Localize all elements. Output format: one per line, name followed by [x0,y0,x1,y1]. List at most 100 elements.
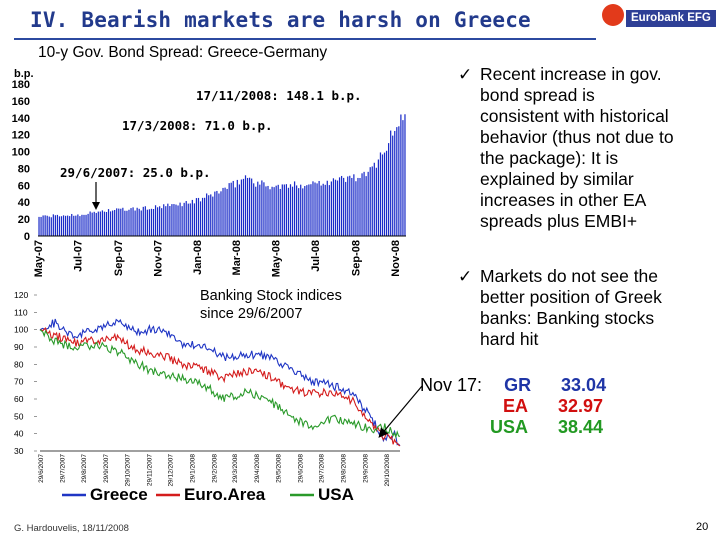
logo-mark-icon [602,4,624,26]
banking-xtick-label: 29/1/2008 [190,454,197,483]
spread-bar [71,213,73,236]
spread-bar [347,176,349,236]
spread-bar [46,215,48,236]
banking-series-line [39,318,401,447]
spread-bar [277,184,279,236]
spread-bar [58,216,61,236]
spread-bar [40,216,42,236]
spread-bar [220,191,222,236]
spread-annotation: 29/6/2007: 25.0 b.p. [60,165,211,180]
spread-bar [191,199,193,236]
spread-bar [103,211,106,236]
spread-bar [179,202,181,236]
banking-ytick-label: 50 [14,411,24,421]
spread-xtick-label: Nov-08 [390,240,402,277]
spread-bar [289,184,292,236]
banking-ytick-label: 120 [14,290,28,300]
spread-bar [150,208,153,236]
spread-bar [263,182,265,236]
spread-bar [230,182,232,236]
spread-bar [144,206,146,236]
banking-chart-title: Banking Stock indices since 29/6/2007 [200,287,342,323]
spread-bar [187,203,189,236]
page-title: IV. Bearish markets are harsh on Greece [30,8,531,32]
spread-bar [234,187,236,236]
spread-bar [316,183,318,236]
spread-bar [369,167,371,236]
bullet-line: spreads plus EMBI+ [480,211,638,231]
banking-series-line [39,329,401,440]
spread-bar [322,183,324,236]
spread-annotation: 17/3/2008: 71.0 b.p. [122,118,273,133]
legend-label: Greece [90,485,148,504]
spread-chart: b.p. 0 20 40 60 80 100 120 140 160 180 May-07 Jul-… [12,68,406,277]
spread-bar [81,214,83,236]
spread-bar [185,201,187,236]
spread-bar [312,181,314,236]
spread-bar [64,215,67,236]
spread-bar [52,214,54,236]
spread-bar [257,181,259,236]
spread-bar [159,206,161,236]
spread-ytick-label: 80 [18,163,30,175]
spread-bar [271,186,273,236]
banking-ytick-label: 40 [14,429,24,439]
spread-bar [244,175,247,236]
spread-bar [212,196,214,236]
annotation-arrowhead [92,202,100,210]
spread-bar [334,179,337,236]
spread-bar [154,205,157,236]
spread-bar [385,150,388,236]
spread-bar [79,216,81,236]
banking-xtick-label: 29/10/2007 [124,454,131,487]
spread-bar [365,176,367,236]
spread-xtick-label: Sep-07 [113,240,125,276]
spread-bar [359,178,361,236]
spread-bar [136,207,138,236]
spread-bar [353,174,355,236]
spread-bar [332,178,335,236]
spread-bar [228,183,230,236]
banking-ytick-label: 30 [14,446,24,456]
spread-bar [148,209,151,236]
spread-ytick-label: 40 [18,197,30,209]
spread-bar [300,184,302,236]
banking-ytick-label: 70 [14,377,24,387]
spread-bar [183,202,185,236]
spread-bar [69,216,71,236]
banking-ytick-label: 60 [14,394,24,404]
eurobank-logo: Eurobank EFG [600,4,718,32]
banking-chart: 30 40 50 60 70 80 90 100 110 120 29/6/2007 29/7/20… [14,290,401,504]
bullet-line: Markets do not see the [480,266,659,286]
spread-xtick-label: Sep-08 [350,240,362,276]
bullet-spread: ✓ Recent increase in gov. bond spread is… [458,64,712,232]
spread-bar [293,181,296,236]
banking-xtick-label: 29/10/2008 [384,454,391,487]
spread-bar [222,187,224,236]
spread-bar [392,135,394,236]
title-divider [14,38,596,40]
banking-xtick-label: 29/3/2008 [232,454,239,483]
banking-xtick-label: 29/8/2007 [81,454,88,483]
spread-bar [265,186,267,236]
spread-bar [118,208,120,236]
spread-xtick-label: Jul-08 [310,240,322,272]
spread-bar [204,197,206,236]
spread-bar [269,189,271,236]
spread-bar [330,181,332,236]
spread-bar [238,184,240,236]
spread-bar [253,183,255,236]
spread-bar [156,207,159,236]
spread-bar [246,177,249,236]
spread-bar [326,180,328,236]
spread-bar [400,114,402,236]
bullet-line: banks: Banking stocks [480,308,655,328]
spread-bar [201,197,204,236]
spread-bar [169,206,171,236]
spread-bar [152,208,155,236]
spread-bar [394,130,396,236]
value-usa: 38.44 [557,417,604,437]
spread-bar [320,185,322,236]
spread-ytick-label: 140 [12,113,30,125]
spread-bar [177,205,179,236]
